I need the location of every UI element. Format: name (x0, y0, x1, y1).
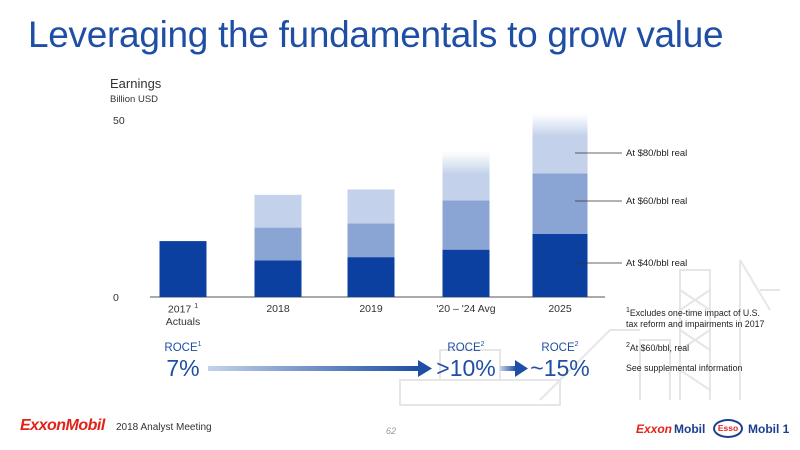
bar-60-4 (532, 173, 588, 234)
category-label-2018: 2018 (266, 303, 290, 315)
y-tick-max: 50 (113, 115, 125, 127)
bar-60-1 (254, 227, 302, 261)
roce-label-2025: ROCE2 (541, 341, 579, 354)
bar-40-0 (159, 241, 207, 297)
meeting-name: 2018 Analyst Meeting (116, 422, 212, 433)
bar-fade-top-4 (532, 114, 588, 137)
roce-label-20-24: ROCE2 (447, 341, 485, 354)
bar-80-1 (254, 194, 302, 228)
category-label-2017: 2017 1 Actuals (165, 303, 201, 328)
footnote-3: See supplemental information (626, 363, 743, 373)
bar-40-4 (532, 233, 588, 297)
page-number: 62 (386, 426, 397, 436)
footnote-1: 1Excludes one-time impact of U.S. tax re… (626, 307, 765, 329)
slide-title: Leveraging the fundamentals to grow valu… (28, 14, 724, 55)
mobil1-logo: Mobil 1 (748, 422, 790, 436)
bar-40-2 (347, 257, 395, 297)
bar-60-2 (347, 223, 395, 258)
oil-rig-background (399, 259, 780, 406)
exxonmobil-logo: ExxonMobil (20, 417, 105, 434)
series-label-40: At $40/bbl real (626, 258, 688, 269)
esso-logo: Esso (713, 419, 743, 438)
bar-fade-top-3 (442, 152, 490, 175)
bar-80-2 (347, 189, 395, 224)
brand-logos: Exxon Mobil Esso Mobil 1 (636, 419, 796, 441)
bar-40-3 (442, 249, 490, 297)
category-label-20-24-avg: '20 – '24 Avg (436, 303, 496, 315)
chart-units: Billion USD (110, 94, 159, 105)
roce-growth-arrow-long (208, 360, 432, 377)
mobil-logo: Mobil (674, 422, 706, 436)
series-label-60: At $60/bbl real (626, 196, 688, 207)
series-label-80: At $80/bbl real (626, 148, 688, 159)
roce-value-2017: 7% (166, 355, 200, 381)
bar-40-1 (254, 260, 302, 297)
roce-label-2017: ROCE1 (164, 341, 202, 354)
category-label-2019: 2019 (359, 303, 383, 315)
roce-value-2025: ~15% (530, 355, 590, 381)
chart-title: Earnings (110, 76, 162, 91)
y-tick-zero: 0 (113, 292, 119, 304)
bar-60-3 (442, 200, 490, 250)
roce-value-20-24: >10% (436, 355, 496, 381)
footnote-2: 2At $60/bbl, real (626, 342, 690, 353)
category-label-2025: 2025 (548, 303, 572, 315)
exxon-logo: Exxon (636, 422, 673, 436)
roce-growth-arrow-short (500, 360, 528, 377)
